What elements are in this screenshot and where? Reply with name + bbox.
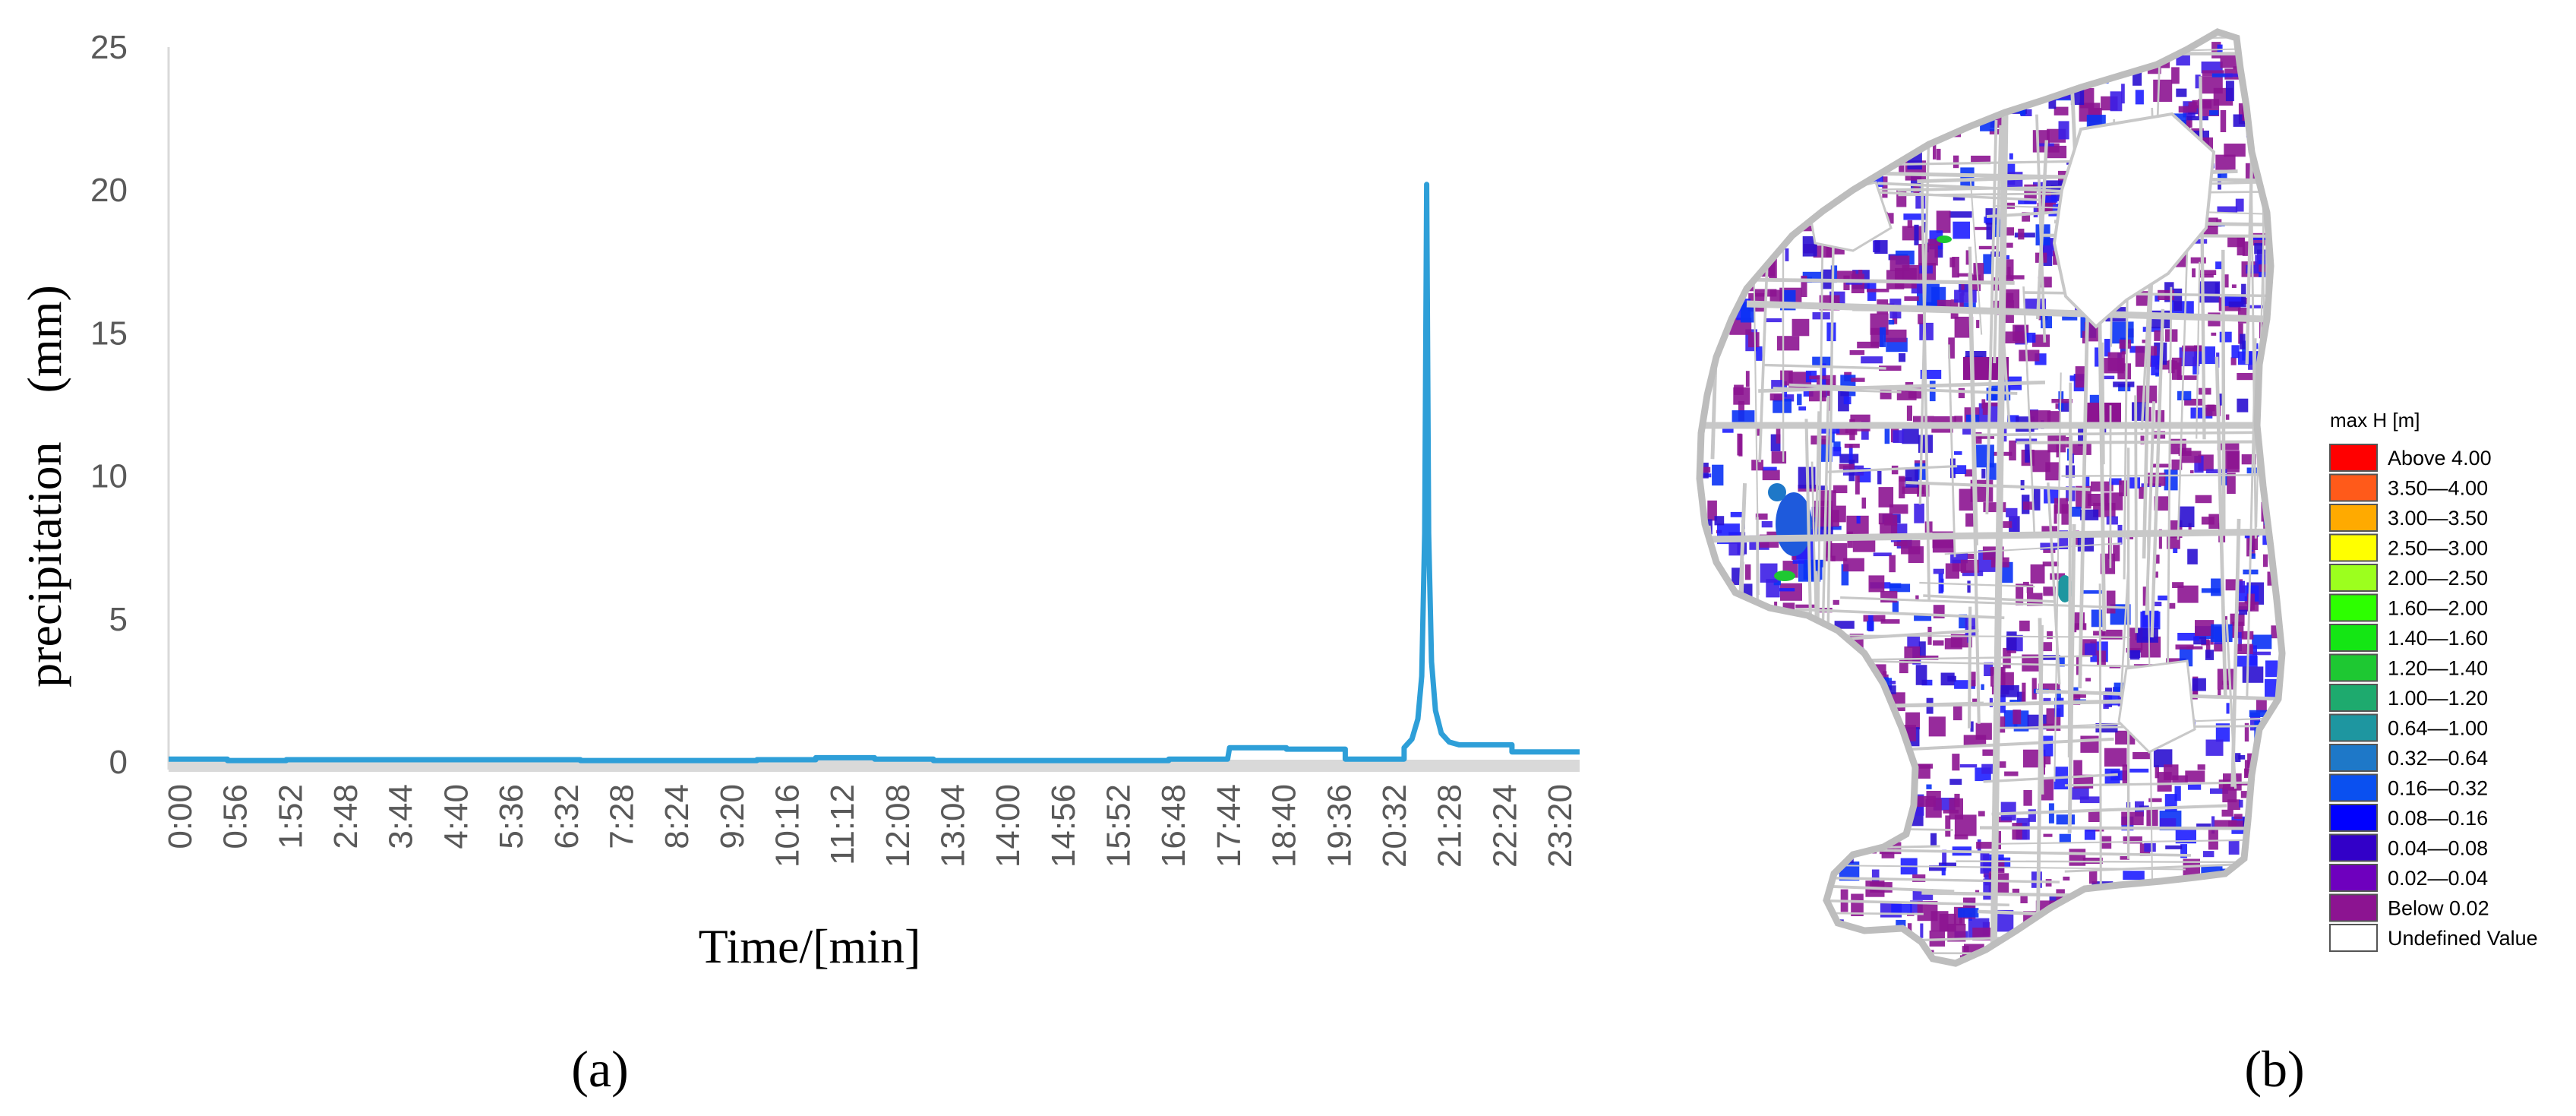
legend-entry: 0.04—0.08 (2329, 833, 2488, 862)
x-tick-label: 2:48 (327, 784, 365, 849)
x-tick-label: 9:20 (714, 784, 751, 849)
x-tick-label: 14:00 (990, 784, 1027, 868)
x-tick-label: 7:28 (603, 784, 640, 849)
series-line-precipitation (169, 182, 1580, 763)
legend-label: 0.02—0.04 (2388, 867, 2488, 890)
legend-label: 0.64—1.00 (2388, 717, 2488, 740)
x-tick-label: 14:56 (1045, 784, 1082, 868)
legend-entry: 3.50—4.00 (2329, 473, 2488, 502)
precipitation-chart: 0 5 10 15 20 25 0:00 0:56 1:52 2:48 3:44 4:40 5:36 6… (17, 29, 1580, 1098)
legend-entry: 0.16—0.32 (2329, 773, 2488, 802)
legend-swatch (2329, 684, 2378, 712)
legend-swatch (2329, 593, 2378, 622)
y-axis: 0 5 10 15 20 25 (90, 29, 170, 781)
legend-entry: 0.08—0.16 (2329, 804, 2488, 832)
x-tick-label: 16:48 (1155, 784, 1192, 868)
y-tick-label: 10 (90, 458, 128, 495)
legend-swatch (2329, 864, 2378, 892)
x-tick-label: 10:16 (769, 784, 806, 868)
legend-label: 1.60—2.00 (2388, 597, 2488, 620)
map-boundary (1696, 28, 2286, 967)
y-tick-label: 25 (90, 29, 128, 66)
legend-entry: 1.20—1.40 (2329, 653, 2488, 682)
open-area (2052, 112, 2216, 329)
legend-label: 0.16—0.32 (2388, 777, 2488, 800)
panel-label-b: (b) (2244, 1040, 2304, 1098)
legend-swatch (2329, 504, 2378, 532)
legend-entry: 0.32—0.64 (2329, 744, 2488, 772)
x-tick-label: 8:24 (658, 784, 696, 849)
x-tick-label: 13:04 (935, 784, 972, 868)
legend-label: 2.00—2.50 (2388, 567, 2488, 590)
x-tick-label: 5:36 (493, 784, 530, 849)
x-tick-label: 6:32 (548, 784, 586, 849)
legend-label: 3.50—4.00 (2388, 477, 2488, 500)
legend-entry: Undefined Value (2329, 924, 2538, 952)
legend-entry: 2.00—2.50 (2329, 564, 2488, 592)
legend-swatch (2329, 713, 2378, 742)
flood-depth-map: max H [m] Above 4.00 3.50—4.00 3.00—3.50 2.… (1696, 28, 2538, 1098)
legend-swatch (2329, 533, 2378, 562)
x-tick-label: 23:20 (1542, 784, 1579, 868)
y-tick-label: 20 (90, 172, 128, 209)
y-axis-title: precipitation (mm) (17, 285, 71, 688)
legend-entry: 3.00—3.50 (2329, 504, 2488, 532)
legend-entry: Above 4.00 (2329, 444, 2492, 472)
legend-swatch (2329, 893, 2378, 922)
legend-label: 0.08—0.16 (2388, 807, 2488, 830)
legend-label: Above 4.00 (2388, 447, 2492, 469)
x-tick-label: 0:00 (162, 784, 199, 849)
legend-entry: 0.64—1.00 (2329, 713, 2488, 742)
legend-swatch (2329, 833, 2378, 862)
legend-label: 2.50—3.00 (2388, 537, 2488, 560)
x-tick-label: 17:44 (1211, 784, 1248, 868)
x-tick-label: 18:40 (1266, 784, 1303, 868)
legend-swatch (2329, 444, 2378, 472)
x-tick-label: 22:24 (1486, 784, 1523, 868)
legend-swatch (2329, 804, 2378, 832)
y-tick-label: 0 (109, 744, 128, 781)
legend-swatch (2329, 924, 2378, 952)
legend-entry: 0.02—0.04 (2329, 864, 2488, 892)
legend-entry: 1.40—1.60 (2329, 624, 2488, 652)
legend-swatch (2329, 473, 2378, 502)
legend-swatch (2329, 653, 2378, 682)
legend-title: max H [m] (2330, 409, 2420, 432)
x-tick-label: 11:12 (824, 784, 861, 865)
x-tick-label: 3:44 (383, 784, 420, 849)
legend-entry: 1.60—2.00 (2329, 593, 2488, 622)
map-legend: max H [m] Above 4.00 3.50—4.00 3.00—3.50 2.… (2329, 409, 2538, 952)
legend-label: Undefined Value (2388, 927, 2538, 950)
y-tick-label: 5 (109, 601, 128, 638)
legend-swatch (2329, 564, 2378, 592)
x-axis-title: Time/[min] (699, 919, 921, 973)
legend-entry: 1.00—1.20 (2329, 684, 2488, 712)
x-tick-label: 1:52 (272, 784, 309, 849)
legend-label: 0.32—0.64 (2388, 747, 2488, 770)
x-tick-label: 12:08 (879, 784, 917, 868)
legend-label: Below 0.02 (2388, 897, 2489, 920)
x-tick-label: 21:28 (1432, 784, 1469, 868)
x-axis-tick-labels: 0:00 0:56 1:52 2:48 3:44 4:40 5:36 6:32 7:28 8:24… (162, 784, 1579, 868)
y-tick-label: 15 (90, 315, 128, 352)
x-tick-label: 0:56 (217, 784, 254, 849)
legend-label: 0.04—0.08 (2388, 837, 2488, 860)
legend-swatch (2329, 744, 2378, 772)
legend-swatch (2329, 624, 2378, 652)
x-tick-label: 4:40 (437, 784, 475, 849)
legend-entry: Below 0.02 (2329, 893, 2489, 922)
legend-entry: 2.50—3.00 (2329, 533, 2488, 562)
legend-label: 3.00—3.50 (2388, 507, 2488, 530)
open-area (2117, 659, 2196, 754)
x-tick-label: 15:52 (1100, 784, 1138, 868)
x-tick-label: 20:32 (1376, 784, 1413, 868)
x-axis-band (169, 760, 1580, 772)
legend-label: 1.00—1.20 (2388, 687, 2488, 710)
panel-label-a: (a) (571, 1040, 628, 1098)
legend-label: 1.20—1.40 (2388, 657, 2488, 680)
legend-label: 1.40—1.60 (2388, 627, 2488, 650)
legend-swatch (2329, 773, 2378, 802)
x-tick-label: 19:36 (1321, 784, 1358, 868)
